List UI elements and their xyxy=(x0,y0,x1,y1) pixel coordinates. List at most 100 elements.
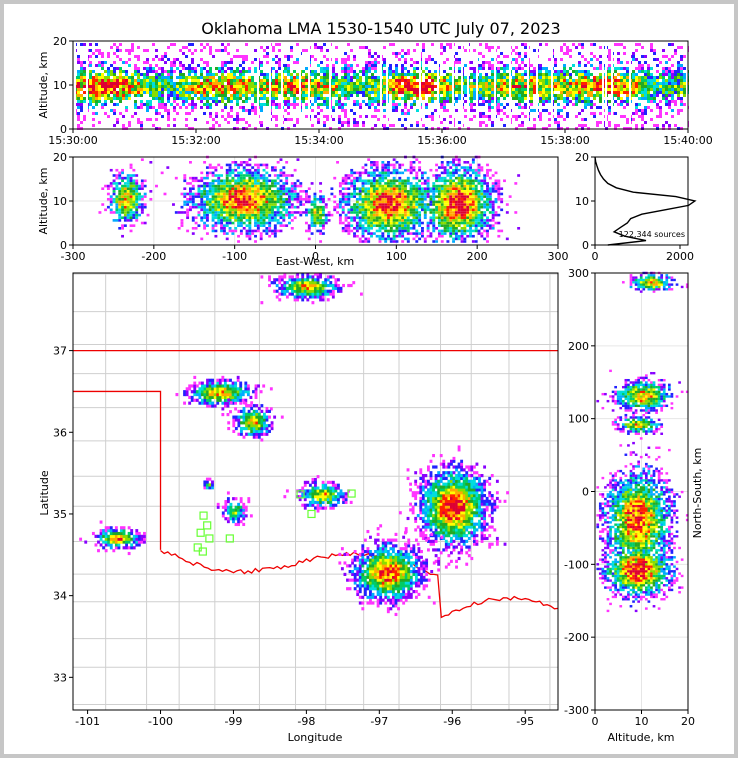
source-density-cell xyxy=(458,91,461,94)
source-density-cell xyxy=(123,187,127,190)
source-density-cell xyxy=(254,97,257,100)
source-density-cell xyxy=(188,200,192,204)
source-density-cell xyxy=(387,211,390,214)
source-density-cell xyxy=(406,229,410,233)
source-density-cell xyxy=(370,205,373,209)
source-density-cell xyxy=(381,187,385,190)
source-density-cell xyxy=(268,221,272,225)
source-density-cell xyxy=(464,109,467,112)
source-density-cell xyxy=(248,79,251,82)
source-density-cell xyxy=(404,182,407,185)
source-density-cell xyxy=(429,203,433,206)
source-density-cell xyxy=(347,195,351,198)
source-density-cell xyxy=(446,100,449,103)
source-density-cell xyxy=(319,208,323,212)
source-density-cell xyxy=(251,88,254,91)
source-density-cell xyxy=(370,163,373,167)
source-density-cell xyxy=(656,76,659,79)
source-density-cell xyxy=(110,64,113,67)
source-density-cell xyxy=(378,200,382,204)
source-density-cell xyxy=(126,190,130,193)
source-density-cell xyxy=(143,179,147,183)
source-density-cell xyxy=(464,94,467,97)
source-density-cell xyxy=(273,213,277,217)
source-density-cell xyxy=(635,112,638,115)
source-density-cell xyxy=(404,187,407,190)
source-density-cell xyxy=(234,192,238,196)
source-density-cell xyxy=(272,79,275,82)
source-density-cell xyxy=(387,195,390,198)
source-density-cell xyxy=(203,195,207,198)
source-density-cell xyxy=(227,52,230,55)
gap-stripe xyxy=(86,43,88,127)
source-density-cell xyxy=(353,88,356,91)
source-density-cell xyxy=(305,94,308,97)
source-density-cell xyxy=(143,203,147,206)
source-density-cell xyxy=(98,121,101,124)
source-density-cell xyxy=(569,82,572,85)
source-density-cell xyxy=(170,43,173,46)
source-density-cell xyxy=(355,208,359,212)
source-density-cell xyxy=(440,121,443,124)
source-density-cell xyxy=(179,106,182,109)
source-density-cell xyxy=(242,203,246,206)
source-density-cell xyxy=(412,166,416,169)
source-density-cell xyxy=(361,208,365,212)
source-density-cell xyxy=(230,58,233,61)
source-density-cell xyxy=(263,55,266,58)
source-density-cell xyxy=(423,237,427,241)
source-density-cell xyxy=(674,124,677,127)
source-density-cell xyxy=(251,103,254,106)
source-density-cell xyxy=(425,79,428,82)
source-density-cell xyxy=(434,70,437,73)
source-density-cell xyxy=(233,85,236,88)
source-density-cell xyxy=(191,195,195,198)
source-density-cell xyxy=(185,55,188,58)
source-density-cell xyxy=(449,115,452,118)
source-density-cell xyxy=(443,100,446,103)
source-density-cell xyxy=(387,192,390,196)
east-west-panel: Altitude, km East-West, km -300 -200 -100 0… xyxy=(37,151,569,268)
source-density-cell xyxy=(113,79,116,82)
source-density-cell xyxy=(209,46,212,49)
source-density-cell xyxy=(406,179,410,183)
source-density-cell xyxy=(206,82,209,85)
source-density-cell xyxy=(132,205,136,209)
source-density-cell xyxy=(401,192,405,196)
source-density-cell xyxy=(470,88,473,91)
source-density-cell xyxy=(341,103,344,106)
gap-stripe xyxy=(629,43,631,127)
source-density-cell xyxy=(384,197,388,201)
source-density-cell xyxy=(338,97,341,100)
source-density-cell xyxy=(370,187,373,190)
source-density-cell xyxy=(515,118,518,121)
source-density-cell xyxy=(188,88,191,91)
source-density-cell xyxy=(138,184,141,188)
source-density-cell xyxy=(230,61,233,64)
source-density-cell xyxy=(503,88,506,91)
source-density-cell xyxy=(182,85,185,88)
source-density-cell xyxy=(239,85,242,88)
source-density-cell xyxy=(372,161,376,164)
source-density-cell xyxy=(387,237,390,241)
source-density-cell xyxy=(152,88,155,91)
source-density-cell xyxy=(365,67,368,70)
source-density-cell xyxy=(236,49,239,52)
source-density-cell xyxy=(311,73,314,76)
source-density-cell xyxy=(113,61,116,64)
source-density-cell xyxy=(359,91,362,94)
source-density-cell xyxy=(355,227,359,230)
source-density-cell xyxy=(152,43,155,46)
source-density-cell xyxy=(132,168,136,172)
source-density-cell xyxy=(149,64,152,67)
source-density-cell xyxy=(245,187,249,190)
source-density-cell xyxy=(539,76,542,79)
source-density-cell xyxy=(680,76,683,79)
source-density-cell xyxy=(659,109,662,112)
source-density-cell xyxy=(371,85,374,88)
source-density-cell xyxy=(674,91,677,94)
source-density-cell xyxy=(256,192,260,196)
source-density-cell xyxy=(375,192,379,196)
source-density-cell xyxy=(319,190,323,193)
source-density-cell xyxy=(140,205,144,209)
